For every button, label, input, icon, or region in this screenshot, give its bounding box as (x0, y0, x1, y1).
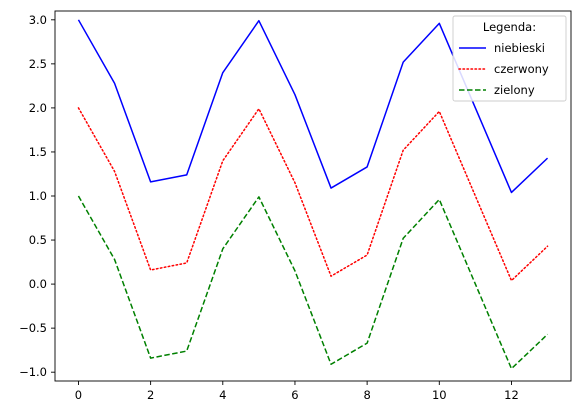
y-tick-label: 1.0 (29, 189, 47, 203)
series-line-zielony (77, 195, 549, 370)
series-line-czerwony (77, 107, 549, 282)
x-tick-label: 12 (504, 388, 519, 402)
x-tick-label: 6 (291, 388, 298, 402)
x-tick-label: 4 (219, 388, 226, 402)
x-tick-label: 2 (147, 388, 154, 402)
y-tick-label: 0.0 (29, 277, 47, 291)
legend-label-zielony: zielony (494, 83, 535, 97)
legend-label-czerwony: czerwony (494, 62, 549, 76)
x-tick-label: 8 (363, 388, 370, 402)
y-tick-label: −1.0 (19, 365, 47, 379)
y-tick-label: 2.0 (29, 101, 47, 115)
x-axis: 0 2 4 6 8 10 12 (75, 381, 519, 402)
legend-box (452, 15, 567, 102)
y-tick-label: 1.5 (29, 145, 47, 159)
y-tick-label: 0.5 (29, 233, 47, 247)
y-tick-label: 3.0 (29, 13, 47, 27)
y-axis: −1.0 −0.5 0.0 0.5 1.0 1.5 2.0 2.5 3.0 (19, 13, 55, 379)
legend-title: Legenda: (483, 20, 536, 34)
legend: Legenda: niebieski czerwony zielony (452, 15, 567, 102)
x-tick-label: 10 (432, 388, 447, 402)
y-tick-label: −0.5 (19, 321, 47, 335)
y-tick-label: 2.5 (29, 57, 47, 71)
legend-label-niebieski: niebieski (494, 41, 545, 55)
x-tick-label: 0 (75, 388, 82, 402)
